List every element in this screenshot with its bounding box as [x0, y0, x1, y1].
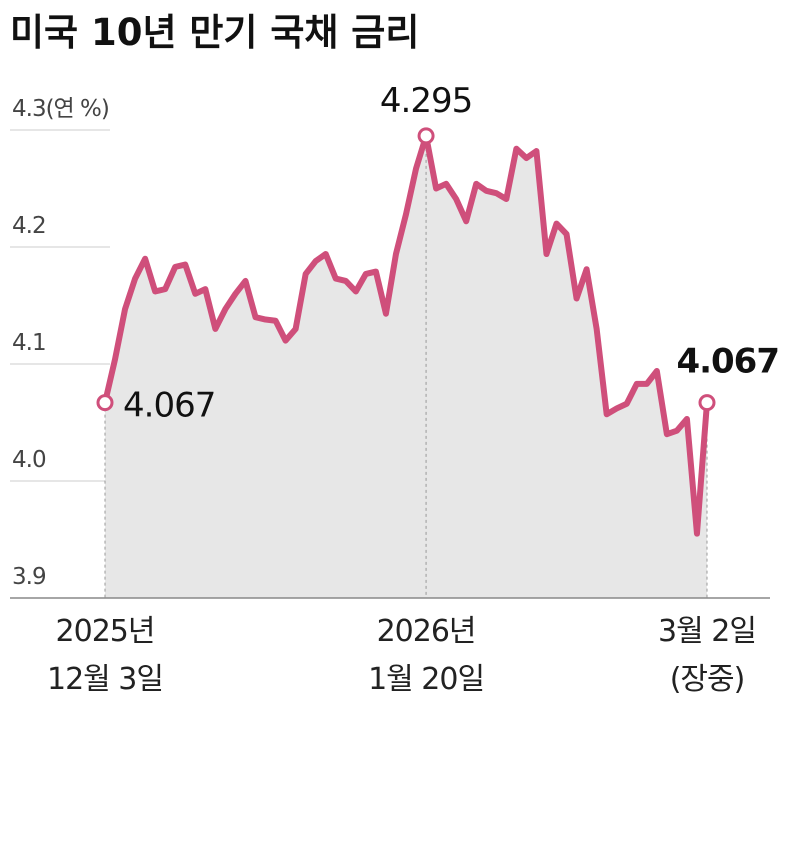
x-tick-label: 3월 2일 (장중): [658, 614, 757, 697]
point-marker: [417, 127, 435, 145]
point-marker: [698, 394, 716, 412]
data-label: 4.067: [676, 342, 779, 382]
y-tick-label: 4.2: [12, 213, 46, 239]
line: [102, 132, 710, 537]
y-tick-label: 3.9: [12, 564, 46, 590]
y-tick-label: 4.3(연 %): [12, 96, 109, 122]
data-label: 4.295: [380, 81, 472, 121]
x-tick-label: 2025년 12월 3일: [47, 614, 164, 697]
area: [105, 135, 707, 598]
data-label: 4.067: [123, 386, 215, 426]
y-tick-label: 4.1: [12, 330, 46, 356]
y-tick-label: 4.0: [12, 447, 46, 473]
chart-title: 미국 10년 만기 국채 금리: [10, 11, 419, 54]
x-tick-label: 2026년 1월 20일: [368, 614, 485, 697]
point-marker: [96, 394, 114, 412]
